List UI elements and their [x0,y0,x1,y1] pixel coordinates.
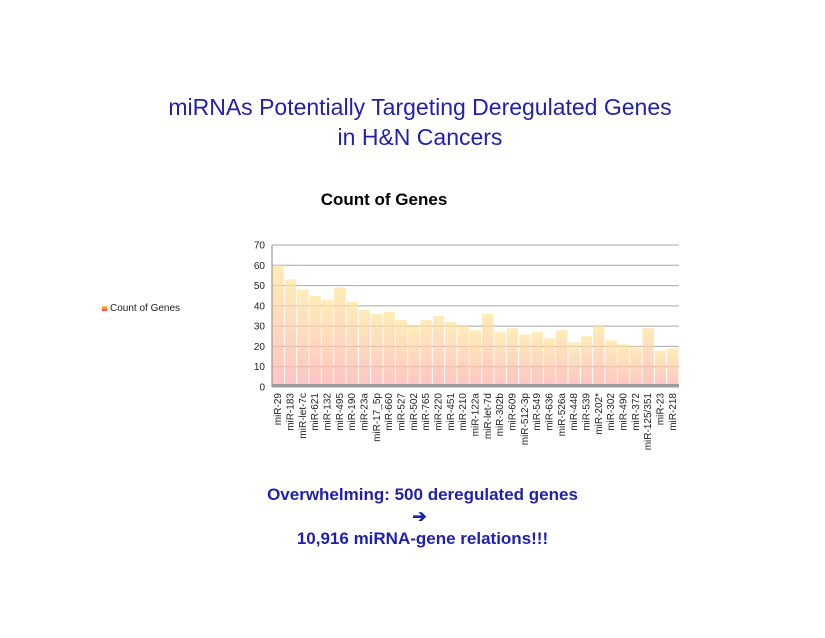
x-tick-label: miR-17_5p [372,393,383,442]
x-tick-label: miR-29 [273,393,284,426]
bar-miR-660 [383,311,395,387]
x-tick-label: miR-let-7d [483,393,494,439]
bar-miR-526a [556,330,568,387]
x-tick-label: miR-451 [446,393,457,431]
footer-line2-text: 10,916 miRNA-gene relations!!! [296,529,549,548]
bar-miR-621 [309,295,321,387]
x-tick-label: miR-512-3p [520,393,531,446]
bar-miR-122a [469,330,482,387]
x-tick-label: miR-302 [606,393,617,431]
bar-miR-636 [543,338,556,387]
x-tick-label: miR-132 [323,393,334,431]
bar-miR-448 [568,342,580,387]
bar-miR-183 [284,279,297,387]
x-tick-label: miR-609 [508,393,519,431]
x-tick-label: miR-190 [347,393,358,431]
footer-line1: Overwhelming: 500 deregulated genes [267,485,578,504]
x-tick-label: miR-549 [532,393,543,431]
bar-miR-202* [593,326,605,387]
bar-miR-17_5p [371,313,383,387]
bar-miR-539 [580,336,593,387]
bar-miR-372 [630,346,642,387]
legend-label: Count of Genes [110,303,181,314]
bar-miR-210 [457,326,469,387]
x-tick-label: miR-302b [495,393,506,437]
bar-miR-549 [531,332,543,387]
y-tick-label: 50 [254,281,266,292]
bar-miR-23 [654,350,667,387]
x-tick-label: miR-210 [458,393,469,431]
slide-title-line2: in H&N Cancers [337,124,503,150]
x-tick-label: miR-490 [619,393,630,431]
bar-miR-609 [506,328,519,387]
x-tick-label: miR-372 [631,393,642,431]
y-tick-label: 20 [254,342,266,353]
x-tick-label: miR-23 [656,393,667,426]
bar-miR-218 [667,348,679,387]
bar-miR-190 [346,301,358,387]
x-tick-label: miR-220 [434,393,445,431]
bar-miR-23a [358,309,371,387]
bar-miR-29 [272,265,284,387]
chart-title: Count of Genes [320,190,448,209]
bar-miR-527 [395,320,408,387]
y-tick-label: 40 [254,301,266,312]
x-tick-label: miR-660 [384,393,395,431]
x-tick-label: miR-125/351 [643,393,654,451]
x-tick-label: miR-218 [668,393,679,431]
slide-title: miRNAs Potentially Targeting Deregulated… [0,92,825,152]
x-tick-label: miR-183 [286,393,297,431]
x-tick-label: miR-502 [409,393,420,431]
y-tick-label: 30 [254,322,266,333]
chart-legend: Count of Genes [102,303,180,314]
legend-swatch [102,306,107,311]
footer-line2: ➔ 10,916 miRNA-gene relations!!! [0,506,825,550]
x-axis-ticks: miR-29 miR-183 miR-let-7c miR-621 miR-132 miR… [273,393,679,451]
bar-miR-let-7c [297,289,309,387]
x-tick-label: miR-122a [471,393,482,437]
y-tick-label: 60 [254,261,266,272]
x-tick-label: miR-526a [557,393,568,437]
x-tick-label: miR-621 [310,393,321,431]
bars [272,265,679,387]
x-tick-label: miR-23a [360,393,371,431]
bar-miR-512-3p [519,334,531,387]
x-axis-baseline [272,384,679,387]
x-tick-label: miR-202* [594,393,605,435]
bar-miR-451 [445,322,457,387]
x-tick-label: miR-636 [545,393,556,431]
x-tick-label: miR-539 [582,393,593,431]
bar-miR-302b [494,332,506,387]
bar-miR-302 [605,340,617,387]
bar-miR-let-7d [482,313,494,387]
x-tick-label: miR-527 [397,393,408,431]
bar-miR-125/351 [642,328,654,387]
y-tick-label: 0 [259,383,265,394]
bar-miR-495 [334,287,346,387]
x-tick-label: miR-let-7c [298,393,309,439]
x-tick-label: miR-495 [335,393,346,431]
x-tick-label: miR-448 [569,393,580,431]
bar-miR-490 [617,344,630,387]
bar-miR-132 [321,299,334,387]
x-tick-label: miR-765 [421,393,432,431]
y-tick-label: 70 [254,241,266,252]
footer-message: Overwhelming: 500 deregulated genes ➔ 10,… [0,484,825,550]
bar-miR-220 [432,316,445,387]
bar-miR-502 [408,326,420,387]
slide-title-line1: miRNAs Potentially Targeting Deregulated… [168,94,672,120]
bar-miR-765 [420,320,432,387]
arrow-icon: ➔ [412,507,427,526]
y-tick-label: 10 [254,362,266,373]
y-axis-ticks: 0 10 20 30 40 50 60 70 [254,241,266,394]
